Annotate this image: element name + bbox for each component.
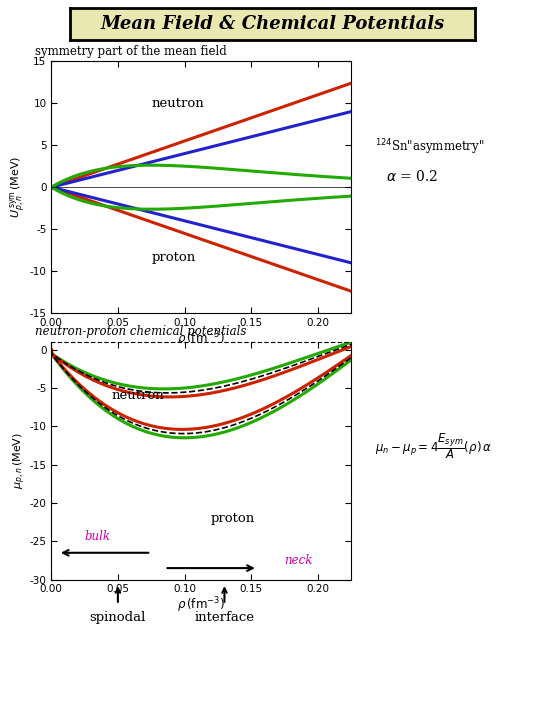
Y-axis label: $U_{p,n}^{\,{\rm sym}}\,({\rm MeV})$: $U_{p,n}^{\,{\rm sym}}\,({\rm MeV})$ [9,156,28,218]
Text: $\alpha$ = 0.2: $\alpha$ = 0.2 [386,169,438,184]
Text: neutron: neutron [151,97,204,110]
Y-axis label: $\mu_{p,n}\,({\rm MeV})$: $\mu_{p,n}\,({\rm MeV})$ [12,432,28,490]
Text: symmetry part of the mean field: symmetry part of the mean field [35,45,227,58]
Text: proton: proton [151,251,195,264]
X-axis label: $\rho\,({\rm fm}^{-3})$: $\rho\,({\rm fm}^{-3})$ [177,596,225,616]
Text: neck: neck [285,554,313,567]
Text: bulk: bulk [85,530,111,543]
Text: neutron: neutron [111,390,164,402]
Text: $\mu_n - \mu_p = 4\dfrac{E_{sym}}{A}(\rho)\,\alpha$: $\mu_n - \mu_p = 4\dfrac{E_{sym}}{A}(\rh… [375,431,492,462]
Text: proton: proton [211,512,255,525]
Text: $^{124}$Sn"asymmetry": $^{124}$Sn"asymmetry" [375,138,484,158]
Text: spinodal: spinodal [90,611,146,624]
X-axis label: $\rho\,({\rm fm}^{-3})$: $\rho\,({\rm fm}^{-3})$ [177,330,225,349]
Text: neutron-proton chemical potentials: neutron-proton chemical potentials [35,325,246,338]
Text: Mean Field & Chemical Potentials: Mean Field & Chemical Potentials [100,14,445,32]
Text: interface: interface [194,611,254,624]
